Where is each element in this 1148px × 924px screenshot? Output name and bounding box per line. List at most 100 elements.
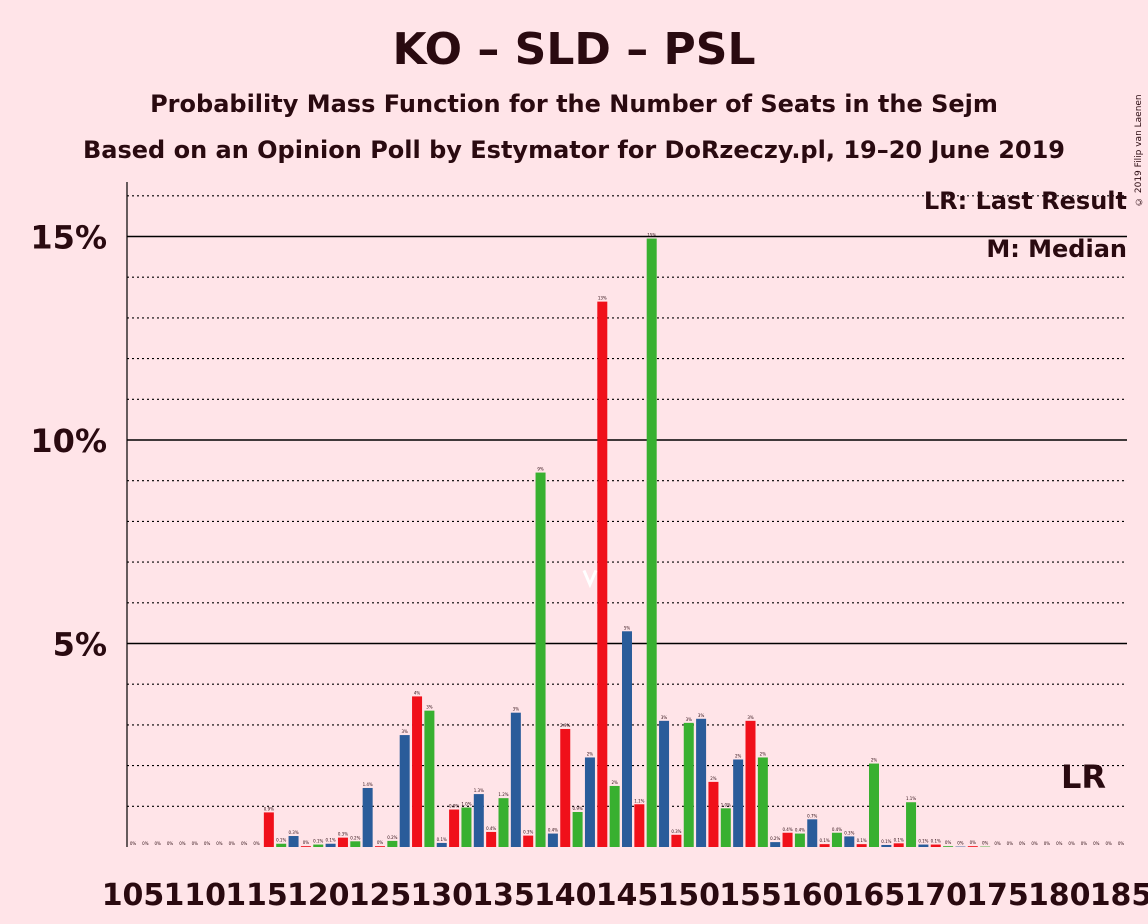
bar-data-label: 0.4%	[782, 827, 792, 832]
last-result-marker: LR	[1061, 758, 1106, 796]
bar	[387, 840, 398, 847]
bar-data-label: 1.1%	[906, 796, 916, 801]
bar	[572, 811, 583, 847]
bar-data-label: 0.9%	[449, 804, 459, 809]
bar	[560, 728, 571, 847]
bar	[547, 833, 558, 847]
bar-data-label: 0%	[1118, 841, 1125, 846]
bar	[449, 809, 460, 847]
bar-data-label: 0.3%	[523, 830, 533, 835]
bar-data-label: 3%	[513, 707, 520, 712]
bar	[473, 794, 484, 847]
bar-data-label: 0.4%	[486, 826, 496, 831]
bar-data-label: 0%	[957, 841, 964, 846]
bar-data-label: 0.9%	[264, 806, 274, 811]
bar-data-label: 0.1%	[820, 838, 830, 843]
bar-data-label: 1.2%	[498, 792, 508, 797]
bar-data-label: 0%	[1056, 841, 1063, 846]
bar	[300, 846, 311, 847]
bar-data-label: 3%	[426, 705, 433, 710]
bar	[461, 807, 472, 847]
median-marker	[582, 569, 598, 589]
bar	[757, 757, 768, 847]
bar-data-label: 2%	[735, 753, 742, 758]
bar	[794, 833, 805, 847]
bar	[745, 720, 756, 847]
bar	[436, 842, 447, 847]
bar-data-label: 0%	[1019, 841, 1026, 846]
bar	[831, 832, 842, 847]
bar-data-label: 1.0%	[721, 802, 731, 807]
bar-data-label: 0.1%	[276, 838, 286, 843]
y-tick-label: 15%	[30, 219, 107, 257]
bar	[782, 832, 793, 847]
bar	[869, 763, 879, 847]
bar-data-label: 0.4%	[548, 828, 558, 833]
x-tick-label: 160	[781, 878, 844, 913]
bar	[696, 718, 707, 847]
y-axis: 5% 10% 15%	[30, 182, 128, 847]
bar-data-label: 2%	[611, 780, 618, 785]
bar-data-label: 13%	[598, 296, 607, 301]
bar-data-label: 15%	[647, 233, 656, 238]
bar	[375, 846, 385, 847]
bar-data-label: 0.3%	[338, 832, 348, 837]
bar	[350, 841, 361, 847]
bar-data-label: 0%	[303, 840, 310, 845]
bar-data-label: 3%	[402, 729, 409, 734]
bar-data-label: 0.1%	[918, 839, 928, 844]
bar-data-label: 0.9%	[573, 806, 583, 811]
bar	[288, 836, 299, 847]
bar	[844, 836, 855, 847]
bar-data-label: 3%	[747, 715, 754, 720]
bar-data-label: 5%	[624, 625, 631, 630]
x-axis: 105 110 115 120 125 130 135 140 145 150 155 160 165 1…	[102, 878, 1148, 913]
bar-data-label: 0%	[994, 841, 1001, 846]
bar	[597, 301, 608, 847]
bar-data-label: 2%	[871, 758, 878, 763]
legend: LR: Last Result M: Median LR	[924, 187, 1127, 796]
y-tick-label: 5%	[53, 626, 107, 664]
bar	[943, 846, 954, 847]
bar	[733, 759, 744, 847]
x-tick-label: 130	[410, 878, 473, 913]
bar-data-label: 0.7%	[807, 813, 817, 818]
x-tick-label: 145	[596, 878, 659, 913]
bar-data-label: 0.1%	[931, 839, 941, 844]
bar	[486, 831, 497, 847]
x-tick-label: 125	[349, 878, 412, 913]
bar-data-label: 0.1%	[881, 839, 891, 844]
x-tick-label: 150	[657, 878, 720, 913]
bar	[510, 712, 521, 847]
bar	[584, 757, 595, 847]
bar-data-label: 0%	[1044, 841, 1051, 846]
bar	[708, 781, 719, 847]
x-tick-label: 110	[163, 878, 226, 913]
bar-data-label: 1.4%	[363, 782, 373, 787]
chart-subtitle: Probability Mass Function for the Number…	[150, 90, 998, 118]
bar	[412, 696, 423, 847]
bar-data-label: 1.1%	[634, 798, 644, 803]
bar-data-label: 4%	[414, 690, 421, 695]
bar	[856, 844, 867, 847]
bar-data-label: 0.1%	[894, 837, 904, 842]
bar	[930, 844, 941, 847]
x-tick-label: 180	[1028, 878, 1091, 913]
bar-data-label: 0%	[142, 841, 149, 846]
bar-data-label: 2.9%	[560, 723, 570, 728]
chart-source-subtitle: Based on an Opinion Poll by Estymator fo…	[83, 136, 1065, 164]
bar-data-label: 0.2%	[770, 836, 780, 841]
bar-data-label: 0.1%	[437, 837, 447, 842]
bar	[683, 722, 694, 847]
bar-data-label: 0%	[241, 841, 248, 846]
bar	[881, 844, 892, 847]
bar	[424, 710, 435, 847]
x-tick-label: 105	[102, 878, 165, 913]
legend-median: M: Median	[986, 235, 1127, 263]
bar-data-label: 0%	[1105, 841, 1112, 846]
bar-data-label: 0.4%	[832, 827, 842, 832]
bar	[720, 808, 731, 847]
bar	[609, 785, 620, 847]
bar	[399, 735, 410, 847]
